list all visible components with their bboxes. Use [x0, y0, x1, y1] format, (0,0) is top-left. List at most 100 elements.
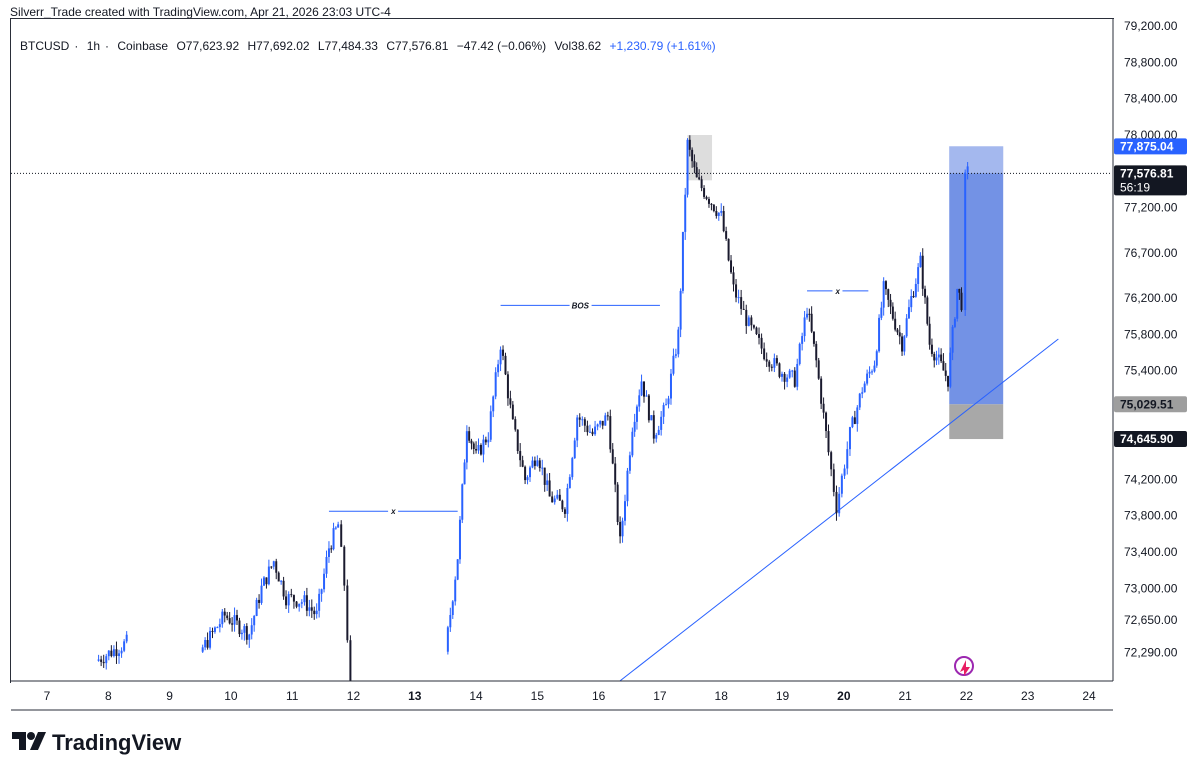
tradingview-logo-text: TradingView: [52, 730, 182, 755]
candle-body: [887, 289, 890, 300]
position-unrealized-zone: [949, 146, 1004, 174]
candle-body: [917, 267, 920, 284]
x-axis-tick-label: 15: [531, 689, 545, 703]
candle-body: [446, 627, 449, 652]
candle-body: [327, 548, 330, 557]
candle-body: [260, 585, 263, 603]
candle-body: [695, 167, 698, 178]
candle-body: [272, 561, 275, 567]
candle-body: [679, 290, 682, 330]
candle-body: [451, 601, 454, 615]
candle-body: [669, 373, 672, 399]
legend-interval[interactable]: 1h: [86, 39, 101, 53]
candle-body: [245, 626, 248, 640]
candle-body: [531, 460, 534, 468]
legend-change: −47.42 (−0.06%): [456, 39, 547, 53]
candle-body: [798, 343, 801, 364]
candle-body: [856, 407, 859, 424]
candle-body: [511, 404, 514, 420]
candle-body: [778, 363, 781, 377]
candle-body: [616, 484, 619, 522]
candle-body: [956, 288, 959, 319]
candle-body: [650, 415, 653, 421]
candle-body: [884, 281, 887, 290]
candle-body: [700, 179, 703, 189]
candle-body: [526, 477, 529, 481]
candle-body: [827, 431, 830, 453]
candle-body: [120, 650, 123, 654]
candle-body: [742, 308, 745, 310]
candle-body: [561, 500, 564, 510]
tradingview-logo-icon: [12, 730, 46, 756]
structure-level-label: BOS: [572, 301, 590, 310]
entry-price-tag: 75,029.51: [1120, 397, 1174, 411]
candle-body: [267, 566, 270, 585]
candle-body: [647, 395, 650, 421]
candle-body: [551, 496, 554, 503]
candle-body: [258, 599, 261, 603]
y-axis-tick-label: 73,800.00: [1124, 509, 1178, 523]
candle-body: [558, 494, 561, 501]
candle-body: [624, 501, 627, 521]
candle-body: [640, 381, 643, 396]
candle-body: [601, 420, 604, 426]
candle-body: [732, 272, 735, 285]
candle-body: [524, 466, 527, 481]
candle-body: [218, 624, 221, 628]
candle-body: [226, 615, 229, 619]
candle-body: [901, 336, 904, 352]
candle-body: [703, 188, 706, 197]
candle-body: [581, 419, 584, 421]
candle-body: [332, 528, 335, 550]
candle-body: [964, 172, 967, 311]
candle-body: [305, 595, 308, 611]
candle-body: [566, 488, 569, 514]
candle-body: [803, 317, 806, 337]
candle-body: [497, 364, 500, 373]
candle-body: [599, 420, 602, 425]
candle-body: [898, 332, 901, 337]
chart-pane[interactable]: [10, 18, 1114, 683]
candle-body: [840, 475, 843, 494]
plot-area[interactable]: x BOS x: [11, 135, 1112, 688]
legend-volume: Vol38.62: [554, 39, 602, 53]
candle-body: [720, 211, 723, 213]
position-profit-zone: [949, 146, 1004, 405]
entry-price-tag-bg: [1114, 396, 1187, 413]
candle-body: [882, 281, 885, 308]
candle-body: [479, 445, 482, 455]
legend-close: C77,576.81: [386, 39, 449, 53]
candle-body: [727, 238, 730, 261]
candle-body: [810, 313, 813, 332]
candle-body: [573, 440, 576, 459]
candle-body: [775, 358, 778, 364]
target-price-tag-bg: [1114, 138, 1187, 155]
y-axis-tick-label: 72,290.00: [1124, 646, 1178, 660]
candle-body: [277, 572, 280, 582]
candle-body: [463, 462, 466, 485]
tradingview-logo[interactable]: TradingView: [12, 730, 181, 756]
candle-body: [940, 354, 943, 362]
candle-body: [262, 577, 265, 586]
y-axis-tick-label: 79,200.00: [1124, 19, 1178, 33]
candle-body: [722, 211, 725, 232]
legend-high: H77,692.02: [247, 39, 310, 53]
candle-body: [337, 524, 340, 528]
structure-label-bg: [388, 506, 399, 518]
candle-body: [470, 440, 473, 444]
candle-body: [672, 355, 675, 374]
candle-body: [586, 425, 589, 433]
candle-body: [310, 607, 313, 611]
candle-body: [494, 372, 497, 397]
candle-body: [693, 161, 696, 168]
candle-body: [875, 351, 878, 366]
candle-body: [576, 417, 579, 441]
candle-body: [755, 327, 758, 335]
x-axis-tick-label: 13: [408, 689, 422, 703]
legend-symbol[interactable]: BTCUSD: [20, 39, 70, 53]
x-axis-tick-label: 20: [837, 689, 851, 703]
candle-body: [201, 647, 204, 652]
stop-price-tag: 74,645.90: [1120, 432, 1174, 446]
candle-body: [921, 255, 924, 289]
